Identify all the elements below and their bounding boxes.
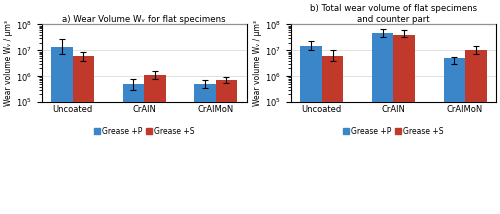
Legend: Grease +P, Grease +S: Grease +P, Grease +S [90,124,198,139]
Bar [300,46,322,214]
Bar [372,33,394,214]
Bar [72,56,94,214]
Bar [144,75,166,214]
Title: a) Wear Volume Wᵥ for flat specimens: a) Wear Volume Wᵥ for flat specimens [62,15,226,24]
Bar [51,46,72,214]
Y-axis label: Wear volume Wᵥ / µm³: Wear volume Wᵥ / µm³ [254,20,262,106]
Title: b) Total wear volume of flat specimens
and counter part: b) Total wear volume of flat specimens a… [310,4,477,24]
Bar [194,84,216,214]
Bar [394,35,415,214]
Bar [322,56,344,214]
Bar [444,58,465,214]
Legend: Grease +P, Grease +S: Grease +P, Grease +S [340,124,447,139]
Bar [465,50,486,214]
Bar [122,84,144,214]
Y-axis label: Wear volume Wᵥ / µm³: Wear volume Wᵥ / µm³ [4,20,13,106]
Bar [216,80,237,214]
